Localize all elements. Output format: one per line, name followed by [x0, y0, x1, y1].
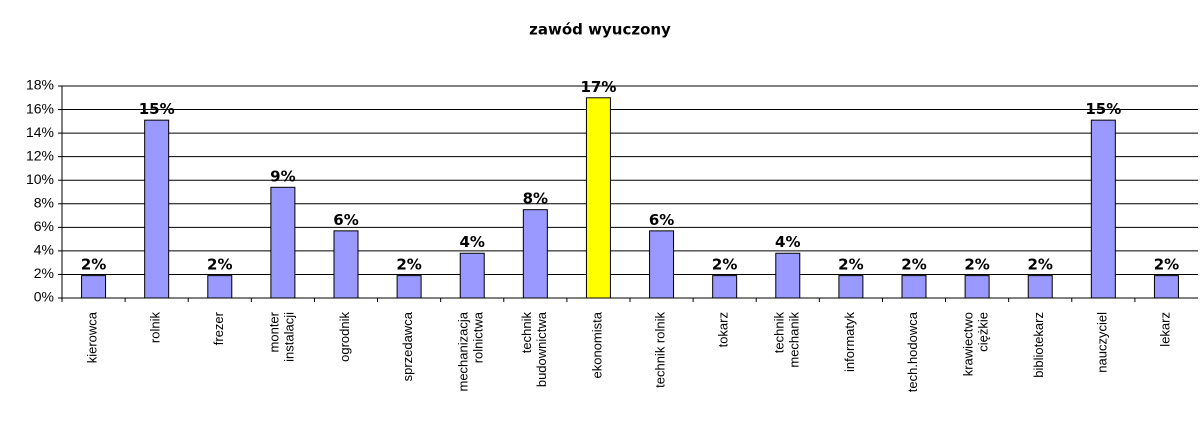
- value-label: 2%: [81, 256, 106, 274]
- y-tick-label: 10%: [26, 171, 54, 187]
- bar: [144, 119, 170, 299]
- value-label: 2%: [1027, 256, 1052, 274]
- x-tick-label: frezer: [211, 311, 226, 345]
- value-label: 2%: [1154, 256, 1179, 274]
- bar: [81, 275, 107, 299]
- bar: [1090, 119, 1116, 299]
- bar: [901, 275, 927, 299]
- value-label: 15%: [1085, 100, 1121, 118]
- y-tick-label: 12%: [26, 147, 54, 163]
- x-tick-label: rolnik: [148, 312, 163, 344]
- value-label: 2%: [838, 256, 863, 274]
- y-tick-label: 6%: [34, 218, 54, 234]
- bar: [712, 275, 738, 299]
- bar: [1027, 275, 1053, 299]
- value-label: 15%: [139, 100, 175, 118]
- x-tick-label: informatyk: [842, 312, 857, 372]
- y-tick-label: 0%: [34, 289, 54, 305]
- bar: [775, 252, 801, 299]
- x-tick-label: sprzedawca: [401, 311, 416, 381]
- value-label: 2%: [207, 256, 232, 274]
- value-label: 8%: [523, 190, 548, 208]
- x-tick-label: technik rolnik: [653, 312, 668, 388]
- value-label: 17%: [580, 78, 616, 96]
- x-tick-label: technikbudownictwa: [519, 311, 549, 387]
- x-tick-label: krawiectwociężkie: [961, 312, 991, 376]
- bar: [838, 275, 864, 299]
- value-label: 2%: [396, 256, 421, 274]
- value-label: 9%: [270, 167, 295, 185]
- bar: [396, 275, 422, 299]
- value-label: 4%: [775, 233, 800, 251]
- y-tick-label: 8%: [34, 194, 54, 210]
- x-tick-label: bibliotekarz: [1032, 312, 1047, 378]
- value-label: 6%: [333, 211, 358, 229]
- x-tick-label: nauczyciel: [1095, 312, 1110, 373]
- x-tick-label: mechanizacjarolnictwa: [456, 311, 486, 391]
- x-tick-label: tech.hodowca: [905, 311, 920, 392]
- bar: [207, 275, 233, 299]
- bar: [459, 252, 485, 299]
- bar: [649, 230, 675, 299]
- chart-title: zawód wyuczony: [529, 21, 671, 39]
- bar: [585, 97, 611, 299]
- value-label: 4%: [459, 233, 484, 251]
- x-tick-label: kierowca: [85, 311, 100, 363]
- bar: [270, 186, 296, 299]
- x-tick-label: lekarz: [1158, 312, 1173, 347]
- x-tick-label: tokarz: [716, 312, 731, 347]
- y-tick-label: 14%: [26, 124, 54, 140]
- x-tick-label: monterinstalacji: [267, 311, 297, 362]
- y-tick-label: 2%: [34, 265, 54, 281]
- y-tick-label: 18%: [26, 77, 54, 93]
- bar: [1153, 275, 1179, 299]
- value-label: 2%: [901, 256, 926, 274]
- y-tick-label: 4%: [34, 242, 54, 258]
- x-tick-label: technikmechanik: [772, 312, 802, 368]
- value-label: 6%: [649, 211, 674, 229]
- x-tick-label: ogrodnik: [337, 312, 352, 362]
- bar: [333, 230, 359, 299]
- bar: [522, 209, 548, 299]
- bar: [964, 275, 990, 299]
- x-tick-label: ekonomista: [590, 311, 605, 378]
- value-label: 2%: [964, 256, 989, 274]
- value-label: 2%: [712, 256, 737, 274]
- y-tick-label: 16%: [26, 100, 54, 116]
